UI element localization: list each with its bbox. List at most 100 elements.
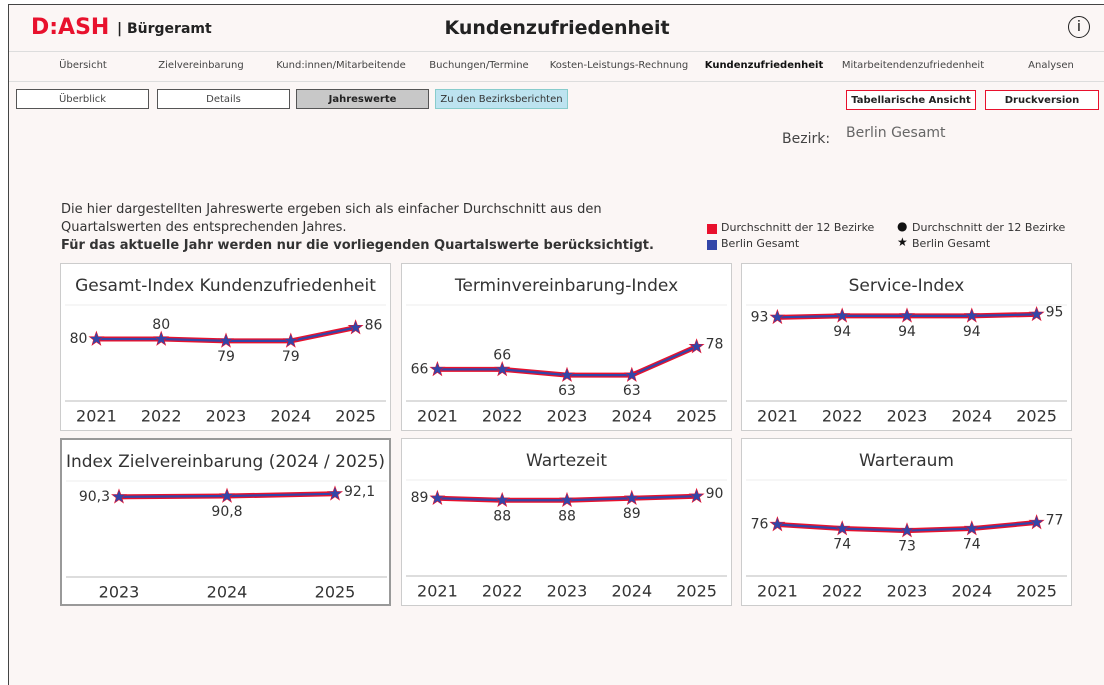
- x-tick-label: 2024: [951, 407, 992, 426]
- intro-bold: Für das aktuelle Jahr werden nur die vor…: [61, 238, 654, 253]
- nav-tab[interactable]: Mitarbeitendenzufriedenheit: [841, 60, 985, 71]
- chart-title: Wartezeit: [525, 451, 608, 471]
- chart-card: Warteraum 2021 2022 2023 2024 2025 76 74 73 74 77: [741, 438, 1072, 606]
- nav-tab[interactable]: Zielvereinbarung: [158, 60, 244, 71]
- legend-label: Berlin Gesamt: [912, 237, 991, 250]
- nav-tab[interactable]: Übersicht: [59, 60, 107, 71]
- data-label: 76: [751, 517, 769, 533]
- button[interactable]: Details: [157, 89, 290, 109]
- x-tick-label: 2022: [482, 407, 523, 426]
- star-marker: [688, 338, 705, 354]
- x-tick-label: 2021: [417, 407, 458, 426]
- star-marker: [688, 487, 705, 504]
- chart-card: Index Zielvereinbarung (2024 / 2025) 2023…: [60, 438, 391, 606]
- data-label: 92,1: [344, 484, 375, 500]
- district-value[interactable]: Berlin Gesamt: [846, 125, 946, 141]
- star-marker: [494, 491, 511, 508]
- nav-tab[interactable]: Buchungen/Termine: [429, 60, 529, 71]
- nav-tab[interactable]: Kundenzufriedenheit: [704, 60, 824, 71]
- data-label: 79: [217, 349, 235, 365]
- star-marker: [834, 307, 851, 323]
- legend-symbol: ★: [897, 235, 908, 249]
- button[interactable]: Druckversion: [985, 90, 1099, 110]
- chart: 2021 2022 2023 2024 2025 76 74 73 74 77: [746, 479, 1067, 601]
- star-marker: [899, 307, 915, 323]
- button[interactable]: Jahreswerte: [296, 89, 429, 109]
- x-tick-label: 2023: [547, 582, 588, 601]
- x-tick-label: 2022: [822, 407, 863, 426]
- star-marker: [429, 489, 446, 506]
- data-label: 80: [70, 331, 88, 347]
- dashboard: D:ASH | Bürgeramt Kundenzufriedenheit i …: [8, 4, 1104, 685]
- x-tick-label: 2025: [315, 583, 356, 602]
- data-label: 95: [1046, 304, 1064, 320]
- data-label: 93: [751, 309, 769, 325]
- x-tick-label: 2025: [1016, 582, 1057, 601]
- x-tick-label: 2021: [417, 582, 458, 601]
- legend-symbol: ●: [897, 219, 908, 233]
- chart-title: Index Zielvereinbarung (2024 / 2025): [65, 452, 386, 472]
- button[interactable]: Tabellarische Ansicht: [846, 90, 976, 110]
- star-marker: [623, 489, 640, 506]
- x-tick-label: 2022: [822, 582, 863, 601]
- star-marker: [347, 319, 364, 335]
- chart: 2021 2022 2023 2024 2025 66 66 63 63 78: [406, 304, 727, 426]
- chart: 2023 2024 2025 90,3 90,8 92,1: [66, 480, 387, 602]
- star-marker: [88, 330, 105, 346]
- chart-title: Warteraum: [859, 451, 954, 471]
- star-marker: [1028, 514, 1045, 530]
- x-tick-label: 2022: [141, 407, 182, 426]
- info-icon[interactable]: i: [1068, 16, 1090, 38]
- data-label: 86: [365, 318, 383, 334]
- nav-tab[interactable]: Kosten-Leistungs-Rechnung: [549, 60, 689, 71]
- divider: [9, 51, 1104, 52]
- data-label: 89: [411, 490, 429, 506]
- star-marker: [559, 491, 575, 508]
- nav-tab[interactable]: Analysen: [1028, 60, 1074, 71]
- x-tick-label: 2024: [611, 407, 652, 426]
- nav-tab[interactable]: Kund:innen/Mitarbeitende: [276, 60, 406, 71]
- x-tick-label: 2021: [76, 407, 117, 426]
- legend-swatch: [707, 224, 717, 234]
- data-label: 90,8: [211, 504, 242, 520]
- data-label: 94: [833, 324, 851, 340]
- x-tick-label: 2023: [887, 582, 928, 601]
- x-tick-label: 2021: [757, 582, 798, 601]
- star-marker: [282, 332, 299, 348]
- data-label: 89: [623, 506, 641, 522]
- chart: 2021 2022 2023 2024 2025 89 88 88 89 90: [406, 479, 727, 601]
- star-marker: [559, 366, 575, 382]
- star-marker: [769, 516, 786, 532]
- data-label: 63: [558, 383, 576, 399]
- x-tick-label: 2025: [1016, 407, 1057, 426]
- x-tick-label: 2021: [757, 407, 798, 426]
- star-marker: [153, 330, 170, 346]
- chart-title: Gesamt-Index Kundenzufriedenheit: [75, 276, 376, 296]
- star-marker: [963, 307, 980, 323]
- app-name: | Bürgeramt: [117, 21, 212, 37]
- star-marker: [834, 520, 851, 536]
- x-tick-label: 2023: [206, 407, 247, 426]
- legend-label: Durchschnitt der 12 Bezirke: [721, 221, 875, 234]
- chart-card: Gesamt-Index Kundenzufriedenheit 2021 2022…: [60, 263, 391, 431]
- chart-title: Service-Index: [848, 276, 965, 296]
- button[interactable]: Zu den Bezirksberichten: [435, 89, 568, 109]
- page-title: Kundenzufriedenheit: [444, 17, 670, 39]
- star-marker: [327, 485, 343, 501]
- x-tick-label: 2023: [99, 583, 140, 602]
- chart-card: Terminvereinbarung-Index 2021 2022 2023 2024…: [401, 263, 732, 431]
- star-marker: [219, 487, 235, 503]
- data-label: 74: [963, 537, 981, 553]
- legend-label: Durchschnitt der 12 Bezirke: [912, 221, 1066, 234]
- star-marker: [623, 366, 640, 382]
- x-tick-label: 2025: [676, 582, 717, 601]
- x-tick-label: 2023: [887, 407, 928, 426]
- data-label: 73: [898, 539, 916, 555]
- x-tick-label: 2024: [270, 407, 311, 426]
- star-marker: [429, 360, 446, 377]
- data-label: 88: [493, 508, 511, 524]
- x-tick-label: 2025: [335, 407, 376, 426]
- x-tick-label: 2024: [207, 583, 248, 602]
- legend-swatch: [707, 240, 717, 250]
- button[interactable]: Überblick: [16, 89, 149, 109]
